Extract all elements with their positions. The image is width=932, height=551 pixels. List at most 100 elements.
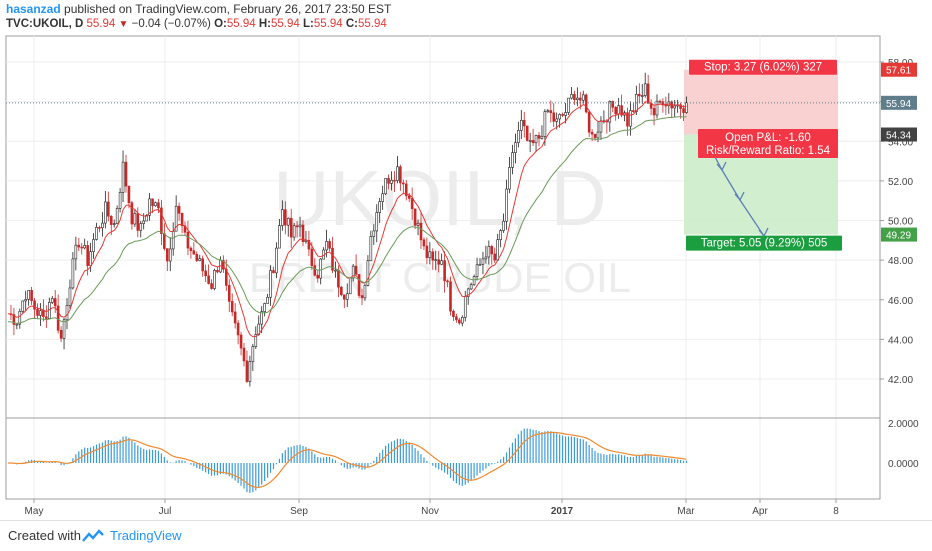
candle-body xyxy=(227,285,231,302)
candle-body xyxy=(180,213,184,227)
candle-body xyxy=(53,298,57,307)
candle-body xyxy=(59,329,63,339)
candle-body xyxy=(552,112,556,122)
high-value: 55.94 xyxy=(271,18,300,30)
macd-tick-label: 0.0000 xyxy=(888,459,919,470)
candle-body xyxy=(68,287,72,306)
candle-body xyxy=(593,133,597,139)
candle-body xyxy=(573,94,576,101)
candle-body xyxy=(130,202,134,225)
candle-body xyxy=(549,110,553,114)
published-text: published on TradingView.com, February 2… xyxy=(64,2,392,16)
candle-body xyxy=(540,135,544,139)
candle-body xyxy=(543,111,547,137)
risk-reward-label: Risk/Reward Ratio: 1.54 xyxy=(706,145,831,157)
price-tick-label: 42.00 xyxy=(888,375,913,386)
candle-body xyxy=(168,248,172,262)
candle-body xyxy=(272,270,275,274)
candle-body xyxy=(546,110,550,112)
candle-body xyxy=(587,111,591,133)
candle-body xyxy=(590,131,594,135)
candle-body xyxy=(27,290,30,300)
candle-body xyxy=(340,286,343,296)
candle-body xyxy=(331,247,334,271)
candle-body xyxy=(499,230,502,240)
candle-body xyxy=(581,94,585,101)
candle-body xyxy=(310,248,314,266)
candle-body xyxy=(496,239,500,261)
candle-body xyxy=(357,274,361,296)
candle-body xyxy=(254,334,258,347)
candle-body xyxy=(637,94,641,97)
candle-body xyxy=(505,188,508,222)
candle-body xyxy=(661,101,665,106)
candle-body xyxy=(24,299,28,302)
candle-body xyxy=(487,246,491,258)
price-tag-box xyxy=(881,95,917,110)
candle-body xyxy=(348,277,352,295)
candle-body xyxy=(33,300,36,310)
candle-body xyxy=(685,102,688,113)
candle-body xyxy=(363,284,367,299)
macd-pane xyxy=(7,428,688,493)
price-tick-label: 50.00 xyxy=(888,217,913,228)
candle-body xyxy=(652,108,656,116)
symbol-label[interactable]: TVC:UKOIL, D xyxy=(6,18,84,30)
candle-body xyxy=(233,311,237,324)
price-tag-label: 49.29 xyxy=(886,231,911,242)
candle-body xyxy=(12,314,16,325)
candle-body xyxy=(86,245,89,266)
chart-header: hasanzad published on TradingView.com, F… xyxy=(0,0,932,34)
candle-body xyxy=(490,246,494,255)
candle-body xyxy=(260,311,264,325)
open-label: O: xyxy=(214,18,227,30)
candle-body xyxy=(416,222,420,226)
candle-body xyxy=(39,310,42,316)
candle-body xyxy=(404,183,408,197)
candle-body xyxy=(112,223,116,225)
time-tick-label: Sep xyxy=(290,506,308,517)
last-price: 55.94 xyxy=(86,18,116,30)
candle-body xyxy=(466,288,470,297)
candle-body xyxy=(163,233,166,249)
candle-body xyxy=(664,104,668,107)
candle-body xyxy=(502,220,505,231)
candle-body xyxy=(452,310,455,317)
candle-body xyxy=(611,101,615,108)
candle-body xyxy=(381,193,384,202)
time-tick-label: Apr xyxy=(752,506,768,517)
pl-label-box xyxy=(698,129,838,158)
candle-body xyxy=(189,247,193,251)
candle-body xyxy=(21,300,25,312)
candle-body xyxy=(425,245,429,259)
candle-body xyxy=(514,142,517,153)
open-value: 55.94 xyxy=(226,18,256,30)
candle-body xyxy=(375,212,379,232)
candle-body xyxy=(136,213,140,231)
candle-body xyxy=(248,361,252,382)
price-tags: 57.61 55.94 54.34 49.29 xyxy=(881,62,917,242)
candle-body xyxy=(620,105,623,116)
candle-body xyxy=(192,250,196,255)
target-label: Target: 5.05 (9.29%) 505 xyxy=(701,238,828,250)
candle-body xyxy=(151,198,154,207)
candle-body xyxy=(304,240,308,243)
author-link[interactable]: hasanzad xyxy=(6,2,61,16)
candle-body xyxy=(561,114,564,116)
candle-body xyxy=(236,322,240,336)
tradingview-brand[interactable]: TradingView xyxy=(110,528,182,543)
candle-body xyxy=(372,230,376,237)
candle-body xyxy=(522,119,526,127)
candle-body xyxy=(537,135,541,139)
price-chart[interactable]: UKOIL, D BRENT CRUDE OIL 42.0044.0046.00… xyxy=(0,0,932,520)
candle-body xyxy=(104,201,107,224)
candle-body xyxy=(511,152,514,168)
candle-body xyxy=(186,231,190,249)
price-tag-box xyxy=(881,227,917,242)
time-axis[interactable]: May Jul Sep Nov 2017 Mar Apr 8 xyxy=(6,498,880,517)
candle-body xyxy=(564,112,567,116)
candle-body xyxy=(567,97,570,113)
price-tag-label: 55.94 xyxy=(886,99,911,110)
candle-body xyxy=(443,260,446,282)
watermark-symbol: UKOIL, D xyxy=(273,154,607,242)
